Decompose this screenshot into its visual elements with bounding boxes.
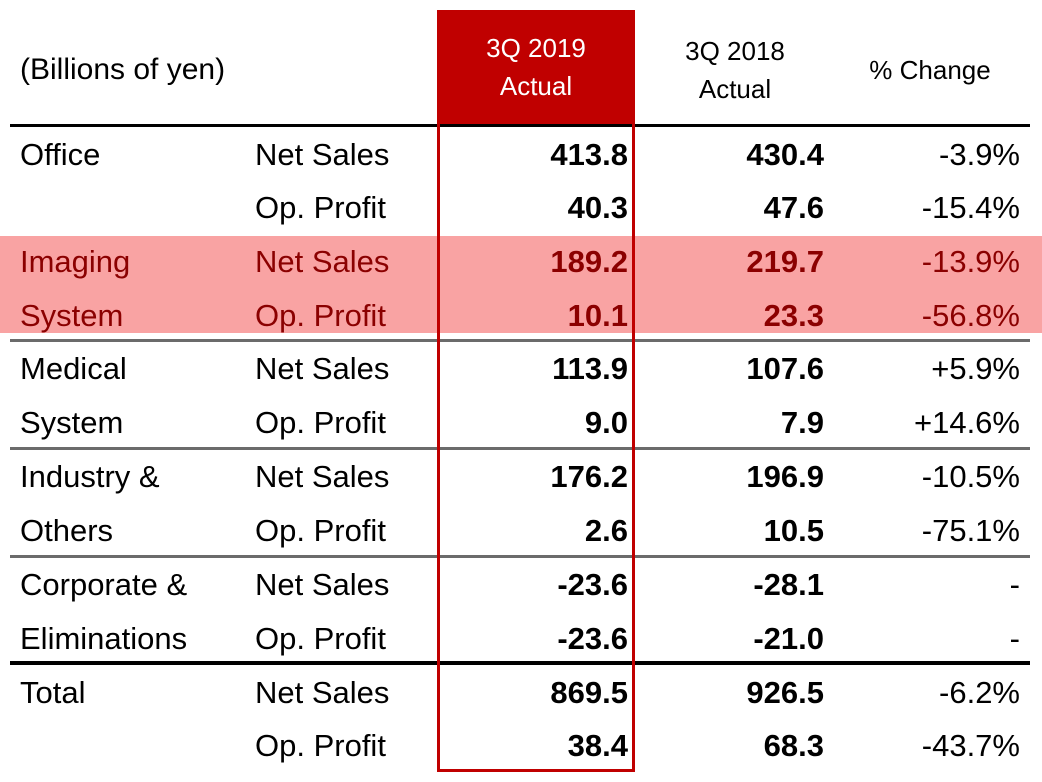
value-3q-2018: 219.7 <box>746 244 824 279</box>
value-3q-2018: 10.5 <box>763 513 824 548</box>
segment-others: Others <box>20 513 114 548</box>
metric-label: Net Sales <box>255 244 390 279</box>
divider-after-imaging <box>10 339 1030 342</box>
metric-label: Op. Profit <box>255 405 386 440</box>
header-3q-2019-line2: Actual <box>499 71 573 101</box>
divider-after-medical <box>10 447 1030 450</box>
segment-corporate: Corporate & <box>20 567 188 602</box>
metric-label: Op. Profit <box>255 190 386 225</box>
header-3q-2018-line1: 3Q 2018 <box>685 36 785 66</box>
imaging-system-highlight-band <box>0 236 1042 333</box>
value-3q-2018: 7.9 <box>780 405 824 440</box>
value-3q-2019: 176.2 <box>550 459 628 494</box>
segment-system: System <box>20 298 124 333</box>
value-3q-2018: -28.1 <box>753 567 824 602</box>
total-divider <box>10 661 1030 665</box>
value-3q-2018: -21.0 <box>753 621 824 656</box>
value-3q-2019: -23.6 <box>557 621 628 656</box>
value-3q-2018: 23.3 <box>763 298 824 333</box>
value-3q-2019: 38.4 <box>567 728 628 763</box>
value-percent-change: -10.5% <box>921 459 1020 494</box>
value-percent-change: -13.9% <box>921 244 1020 279</box>
value-3q-2018: 196.9 <box>746 459 824 494</box>
value-percent-change: -3.9% <box>939 137 1020 172</box>
header-3q-2019-actual: 3Q 2019 Actual <box>437 10 635 124</box>
metric-label: Net Sales <box>255 675 390 710</box>
value-3q-2019: 40.3 <box>567 190 628 225</box>
metric-label: Net Sales <box>255 567 390 602</box>
value-3q-2019: 9.0 <box>584 405 628 440</box>
header-percent-change: % Change <box>869 55 991 85</box>
value-3q-2018: 107.6 <box>746 351 824 386</box>
metric-label: Op. Profit <box>255 621 386 656</box>
value-3q-2018: 47.6 <box>763 190 824 225</box>
segment-system: System <box>20 405 124 440</box>
metric-label: Net Sales <box>255 137 390 172</box>
value-percent-change: +14.6% <box>913 405 1020 440</box>
segment-eliminations: Eliminations <box>20 621 188 656</box>
metric-label: Net Sales <box>255 459 390 494</box>
header-3q-2018-line2: Actual <box>698 74 772 104</box>
divider-after-industry <box>10 555 1030 558</box>
segment-office: Office <box>20 137 101 172</box>
header-3q-2018-actual: 3Q 2018 Actual <box>640 30 830 110</box>
unit-label: (Billions of yen) <box>20 53 226 86</box>
metric-label: Op. Profit <box>255 298 386 333</box>
value-percent-change: -43.7% <box>921 728 1020 763</box>
value-percent-change: +5.9% <box>931 351 1020 386</box>
value-percent-change: -6.2% <box>939 675 1020 710</box>
metric-label: Op. Profit <box>255 513 386 548</box>
segment-total: Total <box>20 675 86 710</box>
value-3q-2019: 2.6 <box>584 513 628 548</box>
current-year-column-frame <box>437 124 635 772</box>
value-3q-2019: -23.6 <box>557 567 628 602</box>
value-3q-2019: 10.1 <box>567 298 628 333</box>
value-percent-change: -56.8% <box>921 298 1020 333</box>
header-divider <box>10 124 1030 127</box>
value-percent-change: -15.4% <box>921 190 1020 225</box>
segment-industry: Industry & <box>20 459 160 494</box>
value-3q-2018: 926.5 <box>746 675 824 710</box>
value-percent-change: - <box>1009 567 1020 602</box>
value-3q-2018: 68.3 <box>763 728 824 763</box>
value-percent-change: -75.1% <box>921 513 1020 548</box>
value-3q-2019: 113.9 <box>552 351 628 386</box>
metric-label: Net Sales <box>255 351 390 386</box>
value-percent-change: - <box>1009 621 1020 656</box>
value-3q-2019: 413.8 <box>550 137 628 172</box>
metric-label: Op. Profit <box>255 728 386 763</box>
value-3q-2019: 869.5 <box>550 675 628 710</box>
value-3q-2018: 430.4 <box>746 137 824 172</box>
segment-medical: Medical <box>20 351 127 386</box>
segment-imaging: Imaging <box>20 244 131 279</box>
value-3q-2019: 189.2 <box>550 244 628 279</box>
header-3q-2019-line1: 3Q 2019 <box>486 33 586 63</box>
